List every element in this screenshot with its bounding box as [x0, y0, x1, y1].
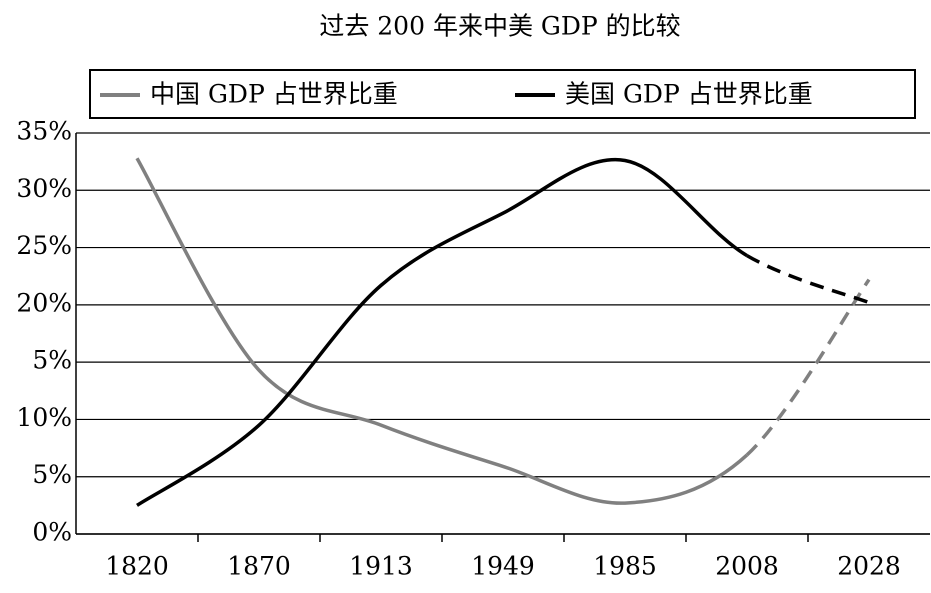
- x-tick-label: 1949: [471, 552, 535, 581]
- line: [136, 157, 748, 507]
- x-tick-label: 1913: [349, 552, 413, 581]
- x-tick-label: 1870: [227, 552, 291, 581]
- x-tick-label: 1985: [593, 552, 657, 581]
- chart-title: 过去 200 年来中美 GDP 的比较: [319, 12, 680, 41]
- line-projection: [746, 254, 870, 305]
- y-tick-label: 5%: [32, 346, 72, 375]
- y-tick-label: 30%: [16, 174, 72, 203]
- x-tick-label: 2028: [837, 552, 901, 581]
- legend-label: 中国 GDP 占世界比重: [150, 80, 398, 109]
- y-tick-label: 20%: [16, 288, 72, 317]
- legend-label: 美国 GDP 占世界比重: [565, 80, 813, 109]
- y-tick-label: 25%: [16, 231, 72, 260]
- x-tick-label: 1820: [105, 552, 169, 581]
- y-tick-label: 35%: [16, 117, 72, 146]
- line: [135, 157, 749, 505]
- y-tick-label: 5%: [32, 460, 72, 489]
- legend-box: [89, 69, 916, 119]
- x-tick-label: 2008: [715, 552, 779, 581]
- y-tick-label: 10%: [16, 403, 72, 432]
- y-tick-label: 0%: [32, 518, 72, 547]
- line-projection: [745, 278, 871, 457]
